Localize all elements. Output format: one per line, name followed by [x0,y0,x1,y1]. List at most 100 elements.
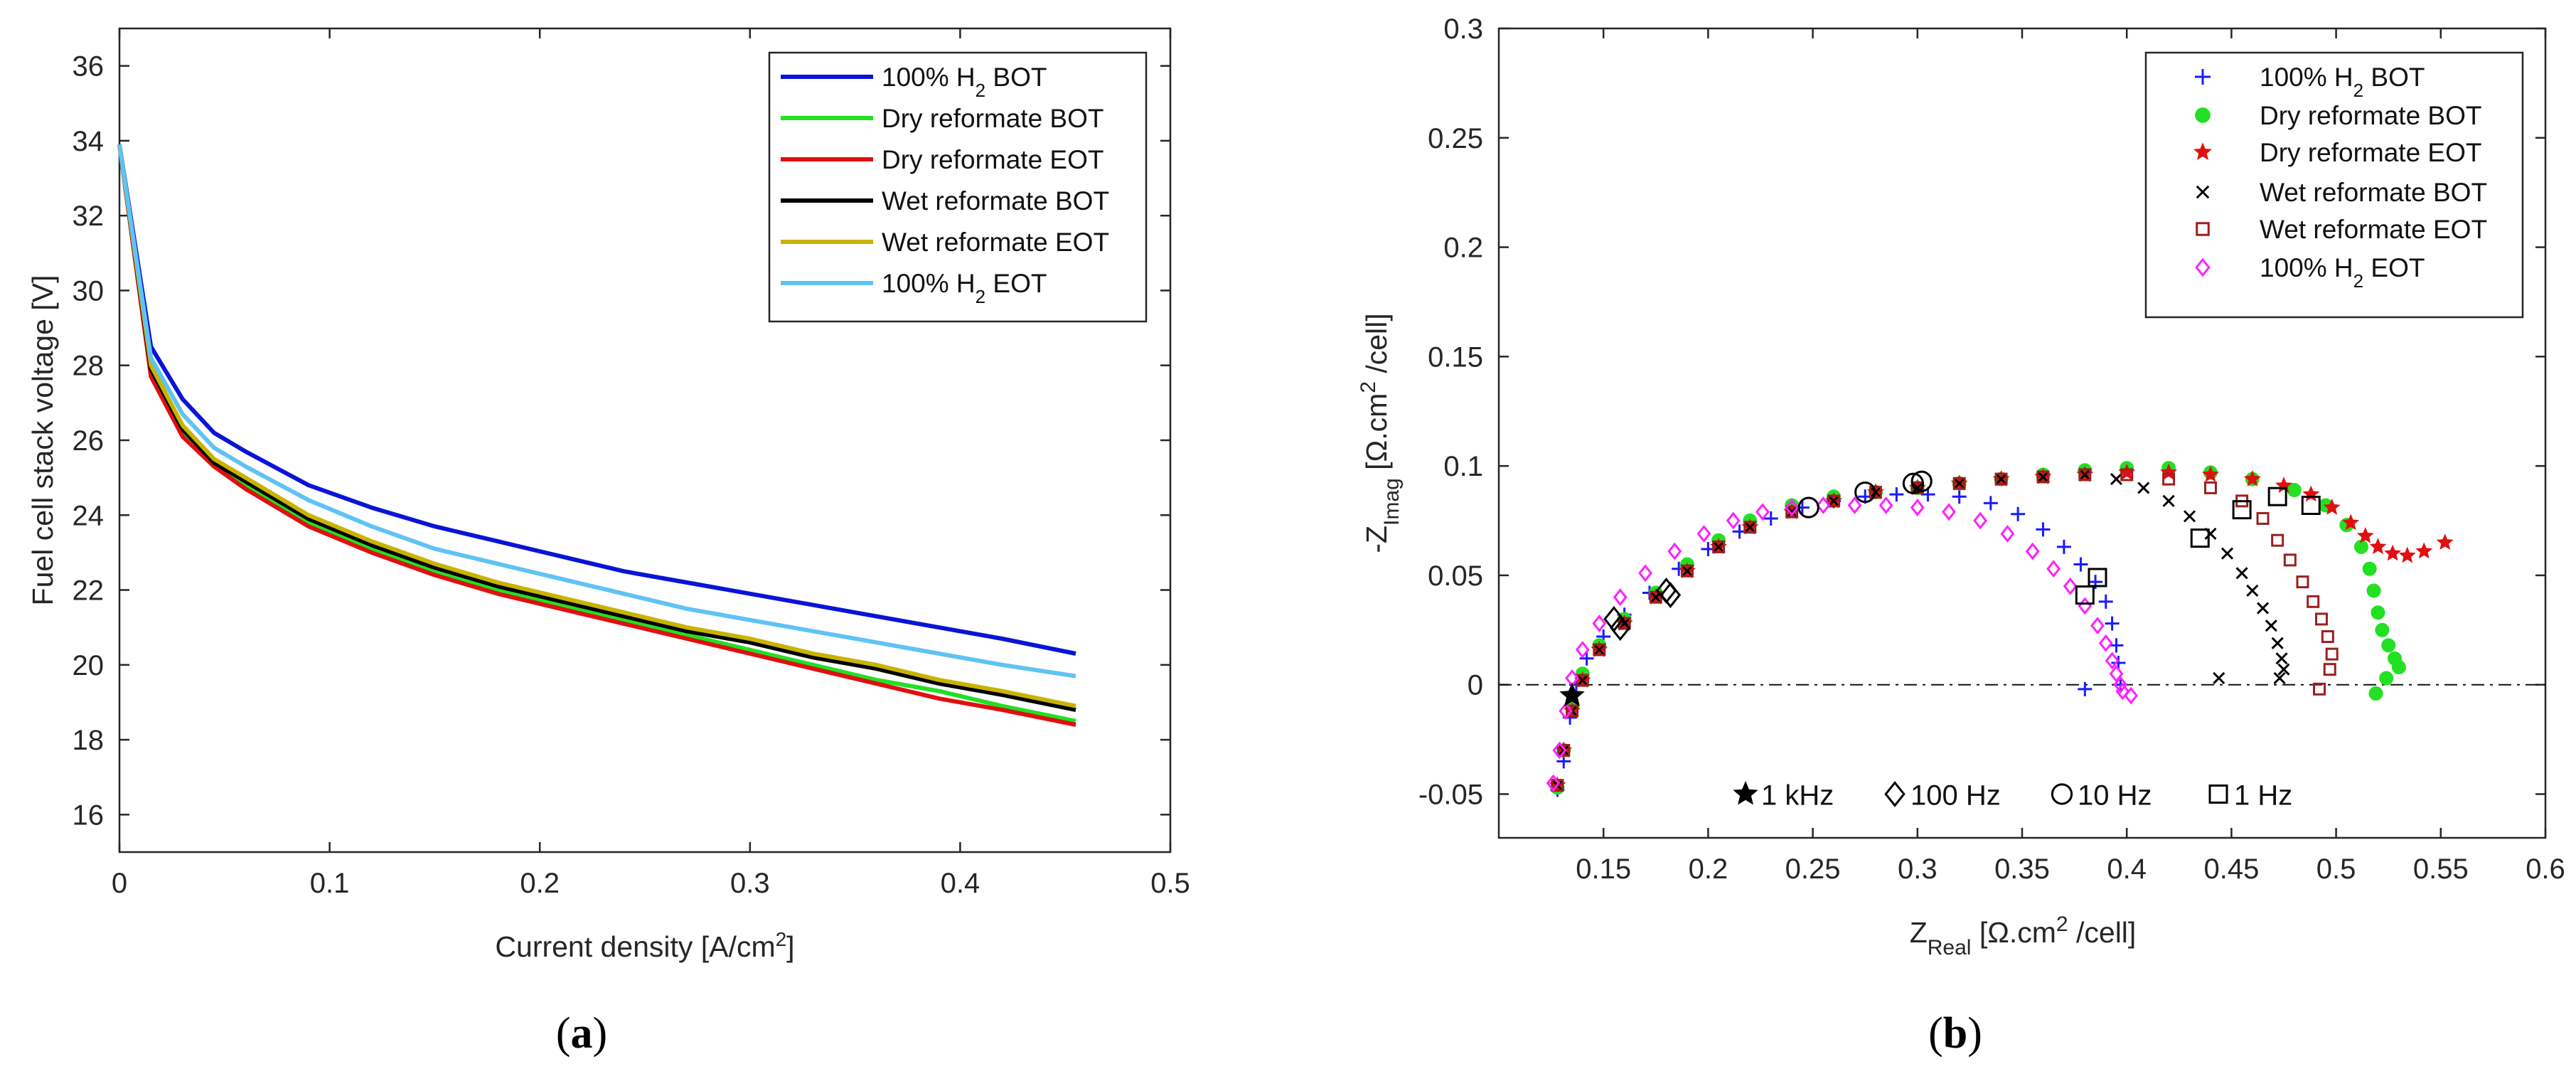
panel-a-ylabel: Fuel cell stack voltage [V] [26,275,59,606]
panel-a-xtick-label: 0.5 [1150,868,1190,899]
point-wet-reformate-bot [2271,637,2284,649]
panel-a-ytick-label: 20 [73,650,105,681]
point-dry-reformate-bot [2362,561,2377,576]
point-dry-reformate-bot [2375,622,2390,637]
legend-label-dry-reformate-eot: Dry reformate EOT [882,145,1104,174]
point-wet-reformate-eot [2203,481,2217,494]
legend-label-wet-reformate-eot: Wet reformate EOT [2260,215,2487,244]
point-100-h2-eot [1552,741,1567,760]
point-100-h2-eot [1638,564,1653,583]
point-wet-reformate-eot [1994,472,2008,486]
panel-b-xtick-label: 0.15 [1576,853,1631,885]
point-dry-reformate-eot [2201,465,2220,482]
freq-marker-1-hz [2301,495,2321,515]
point-wet-reformate-eot [2256,511,2270,525]
panel-a-xtick-label: 0.4 [941,868,980,899]
panel-b-ytick-label: -0.05 [1418,779,1483,810]
panel-b-series [1546,461,2454,797]
point-wet-reformate-bot [1681,565,1694,578]
point-dry-reformate-bot [2353,539,2368,554]
panel-a-xtick-label: 0 [112,868,127,899]
series-line-100-h2-bot [117,144,1076,656]
point-100-h2-bot [1889,487,1904,502]
point-dry-reformate-bot [2368,686,2383,701]
point-100-h2-eot [1816,496,1831,514]
legend-label-dry-reformate-eot: Dry reformate EOT [2260,138,2482,167]
point-100-h2-bot [1983,496,1998,511]
panel-a-ytick-label: 34 [73,126,105,157]
freq-marker-1-hz [2190,528,2210,548]
panel-a-legend: 100% H2 BOT Dry reformate BOT Dry reformat… [768,51,1148,323]
panel-a-line-chart: 0 0.1 0.2 0.3 0.4 0.5 16 18 20 22 24 26 28 30 32 34 36 C… [26,27,1190,1058]
panel-a-ytick-label: 32 [73,201,105,232]
point-dry-reformate-bot [2379,671,2394,686]
point-dry-reformate-bot [2391,660,2406,675]
panel-a-ytick-label: 24 [73,500,105,531]
point-100-h2-eot [2063,577,2078,595]
point-100-h2-eot [1973,511,1988,530]
point-100-h2-eot [1910,499,1925,516]
legend-label-100-h2-bot: 100% H2 BOT [2260,63,2425,101]
point-wet-reformate-bot [2220,547,2234,560]
panel-b-xtick-label: 0.45 [2203,853,2259,885]
panel-b-xlabel: ZReal [Ω.cm2 /cell] [1910,913,2137,959]
panel-a-xtick-label: 0.1 [310,868,350,899]
point-wet-reformate-bot [2275,652,2288,665]
point-100-h2-eot [2046,560,2061,578]
panel-a-ytick-label: 30 [73,275,105,307]
panel-b-xtick-label: 0.2 [1689,853,1728,885]
freq-legend-label-100-hz: 100 Hz [1910,780,2001,811]
legend-marker-dry-reformate-eot [2193,142,2213,161]
freq-legend-label-1-hz: 1 Hz [2234,780,2292,811]
point-100-h2-eot [1546,774,1561,792]
point-wet-reformate-bot [2265,619,2277,632]
point-dry-reformate-eot [2415,542,2433,559]
panel-b-ytick-label: 0.1 [1443,451,1483,482]
point-wet-reformate-eot [1869,486,1882,499]
freq-legend-marker-1-hz [2208,784,2228,804]
legend-label-wet-reformate-bot: Wet reformate BOT [2260,178,2487,207]
point-100-h2-bot [2056,539,2071,554]
point-100-h2-eot [2000,525,2015,543]
point-100-h2-eot [2098,634,2113,652]
freq-marker-1-hz [2088,568,2107,587]
point-100-h2-eot [1696,525,1711,543]
panel-a-ytick-label: 18 [73,725,105,756]
point-100-h2-bot [2073,557,2088,572]
point-100-h2-bot [2036,522,2051,537]
point-wet-reformate-eot [2307,595,2320,608]
point-wet-reformate-bot [1593,643,1605,656]
point-wet-reformate-bot [2137,482,2150,494]
freq-legend-label-1-khz: 1 kHz [1761,780,1834,811]
point-wet-reformate-bot [1743,521,1756,533]
panel-a-ytick-label: 26 [73,425,105,457]
point-dry-reformate-bot [2371,605,2385,620]
point-wet-reformate-bot [2036,470,2050,484]
point-wet-reformate-bot [2235,567,2248,580]
freq-marker-100-hz [1660,582,1682,609]
point-wet-reformate-eot [2036,470,2050,484]
freq-legend-marker-100-hz [1884,781,1906,807]
panel-b-xtick-label: 0.25 [1785,853,1841,885]
panel-b-nyquist-plot: 0.15 0.2 0.25 0.3 0.35 0.4 0.45 0.5 0.55 0.6 -0.05… [1357,14,2565,1058]
panel-a-series [117,144,1076,727]
panel-a-ytick-label: 36 [73,51,105,83]
freq-marker-100-hz [1610,615,1631,642]
panel-b-ytick-label: 0 [1468,670,1483,701]
point-wet-reformate-eot [1557,743,1571,757]
legend-label-100-h2-eot: 100% H2 EOT [882,269,1047,307]
legend-marker-100-h2-bot [2195,69,2211,85]
panel-a-xtick-label: 0.3 [730,868,770,899]
point-dry-reformate-eot [2160,463,2178,480]
point-100-h2-eot [1575,641,1590,659]
freq-marker-10-hz [1910,470,1933,492]
panel-b-caption: (b) [1928,1009,1982,1058]
point-wet-reformate-bot [1557,744,1570,757]
panel-b-xtick-label: 0.4 [2107,853,2147,885]
panel-b-frequency-legend: 1 kHz 100 Hz 10 Hz 1 Hz [1733,780,2292,811]
point-wet-reformate-eot [2120,468,2134,482]
point-100-h2-bot [2109,638,2124,653]
point-100-h2-eot [2115,682,2130,701]
point-wet-reformate-eot [2283,553,2297,567]
